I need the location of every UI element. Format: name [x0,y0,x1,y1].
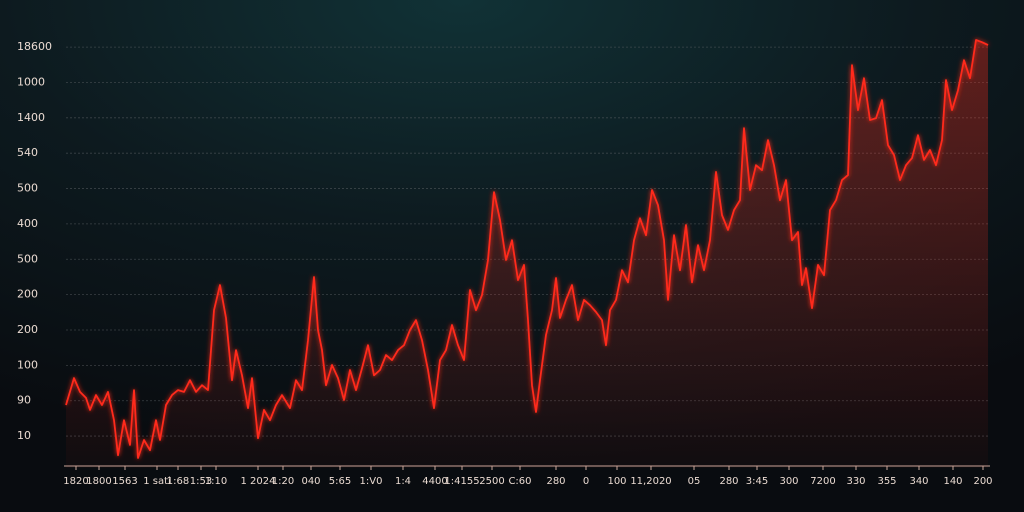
x-tick-label: 140 [943,476,962,487]
x-tick-label: 330 [846,476,865,487]
x-tick-label: 0 [583,476,589,487]
y-tick-label: 1400 [17,111,45,124]
x-tick-label: 1:10 [205,476,227,487]
x-tick-label: 2500 [479,476,504,487]
x-tick-label: 1:20 [272,476,294,487]
x-tick-label: 1 sati [143,476,171,487]
x-tick-label: 1563 [112,476,137,487]
x-tick-label: 280 [719,476,738,487]
y-tick-label: 400 [17,217,38,230]
y-tick-label: 10 [17,429,31,442]
x-tick-label: 200 [973,476,992,487]
x-tick-label: 1 2024 [241,476,276,487]
x-tick-label: 1:4 [395,476,411,487]
y-tick-label: 90 [17,394,31,407]
y-tick-label: 500 [17,252,38,265]
x-tick-label: 300 [779,476,798,487]
y-tick-label: 200 [17,323,38,336]
line [65,39,989,459]
y-tick-label: 18600 [17,40,52,53]
y-tick-label: 540 [17,146,38,159]
x-tick-label: 5:65 [329,476,351,487]
y-tick-label: 100 [17,358,38,371]
x-tick-label: 1:V0 [360,476,383,487]
x-tick-label: 4400 [422,476,447,487]
x-tick-label: 05 [688,476,701,487]
x-tick-label: 280 [546,476,565,487]
x-tick-label: 1800 [86,476,111,487]
x-tick-label: 340 [909,476,928,487]
y-tick-label: 500 [17,182,38,195]
x-tick-label: 100 [607,476,626,487]
x-tick-label: 3:45 [746,476,768,487]
x-tick-label: 11,2020 [630,476,671,487]
x-tick-label: 1:68 [167,476,189,487]
y-tick-label: 1000 [17,75,45,88]
x-tick-label: 040 [301,476,320,487]
x-tick-label: 7200 [810,476,835,487]
x-tick-label: 1:53 [190,476,212,487]
x-tick-label: 355 [877,476,896,487]
x-tick-label: 1:4155 [444,476,479,487]
area [66,40,988,468]
x-tick-label: 1820 [63,476,88,487]
x-tick-label: C:60 [508,476,531,487]
y-tick-label: 200 [17,288,38,301]
